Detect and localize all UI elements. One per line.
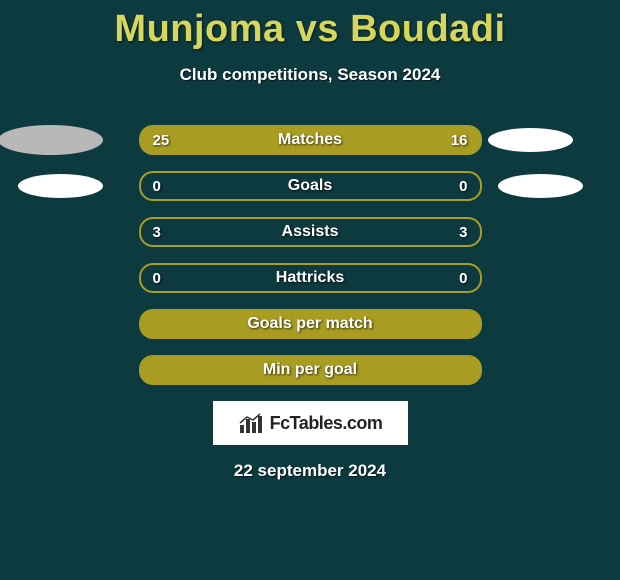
side-ellipse bbox=[0, 125, 103, 155]
stat-bar: 3 Assists 3 bbox=[139, 217, 482, 247]
stat-label: Assists bbox=[282, 223, 339, 241]
page-subtitle: Club competitions, Season 2024 bbox=[0, 65, 620, 85]
stat-left-value: 0 bbox=[153, 178, 161, 195]
chart-icon bbox=[238, 413, 266, 433]
stat-bar: 0 Hattricks 0 bbox=[139, 263, 482, 293]
stat-label: Matches bbox=[278, 131, 342, 149]
side-ellipse bbox=[498, 174, 583, 198]
stat-left-value: 25 bbox=[153, 132, 170, 149]
stat-row: Min per goal bbox=[10, 355, 610, 385]
stat-right-value: 16 bbox=[451, 132, 468, 149]
stat-right-value: 0 bbox=[459, 270, 467, 287]
side-ellipse bbox=[18, 174, 103, 198]
footer-date: 22 september 2024 bbox=[0, 461, 620, 481]
stat-row: 3 Assists 3 bbox=[10, 217, 610, 247]
stat-bar: Min per goal bbox=[139, 355, 482, 385]
stat-row: 0 Hattricks 0 bbox=[10, 263, 610, 293]
side-ellipse bbox=[488, 128, 573, 152]
page-title: Munjoma vs Boudadi bbox=[0, 0, 620, 51]
stat-row: Goals per match bbox=[10, 309, 610, 339]
branding-box: FcTables.com bbox=[213, 401, 408, 445]
branding-text: FcTables.com bbox=[270, 413, 383, 434]
stat-label: Goals per match bbox=[247, 315, 372, 333]
stat-label: Goals bbox=[288, 177, 332, 195]
stat-right-value: 3 bbox=[459, 224, 467, 241]
stat-left-value: 0 bbox=[153, 270, 161, 287]
stat-left-value: 3 bbox=[153, 224, 161, 241]
stat-right-value: 0 bbox=[459, 178, 467, 195]
stat-bar: 25 Matches 16 bbox=[139, 125, 482, 155]
stats-container: 25 Matches 16 0 Goals 0 3 Assists 3 0 Hattricks 0 Go… bbox=[0, 125, 620, 385]
stat-bar: Goals per match bbox=[139, 309, 482, 339]
stat-label: Hattricks bbox=[276, 269, 344, 287]
stat-label: Min per goal bbox=[263, 361, 357, 379]
stat-bar: 0 Goals 0 bbox=[139, 171, 482, 201]
